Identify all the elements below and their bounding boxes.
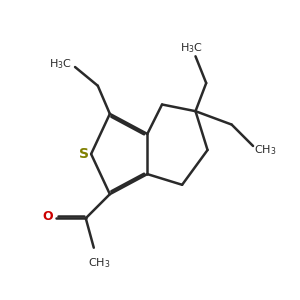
Text: H$_3$C: H$_3$C [180,41,203,55]
Text: H$_3$C: H$_3$C [49,57,72,71]
Text: S: S [79,147,88,161]
Text: O: O [42,210,53,224]
Text: CH$_3$: CH$_3$ [88,256,110,269]
Text: CH$_3$: CH$_3$ [254,143,276,157]
